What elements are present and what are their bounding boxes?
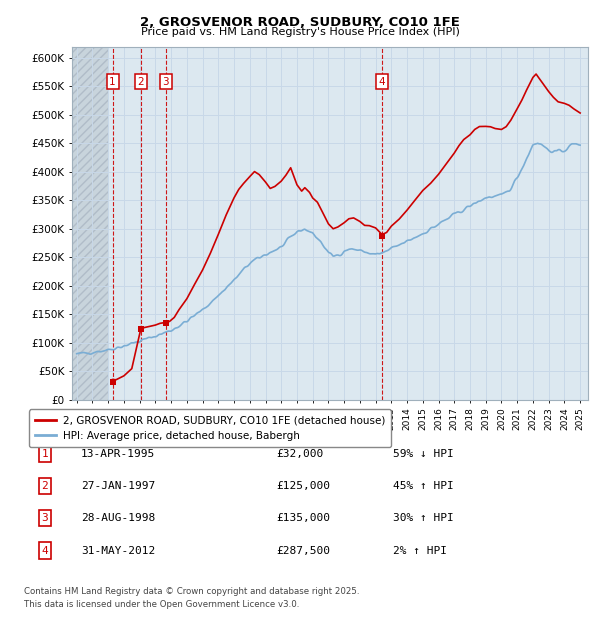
- Text: 1: 1: [109, 77, 116, 87]
- Text: £32,000: £32,000: [276, 449, 323, 459]
- Legend: 2, GROSVENOR ROAD, SUDBURY, CO10 1FE (detached house), HPI: Average price, detac: 2, GROSVENOR ROAD, SUDBURY, CO10 1FE (de…: [29, 409, 391, 447]
- Text: 28-AUG-1998: 28-AUG-1998: [81, 513, 155, 523]
- Text: Contains HM Land Registry data © Crown copyright and database right 2025.: Contains HM Land Registry data © Crown c…: [24, 587, 359, 596]
- Text: 3: 3: [41, 513, 49, 523]
- Text: 2, GROSVENOR ROAD, SUDBURY, CO10 1FE: 2, GROSVENOR ROAD, SUDBURY, CO10 1FE: [140, 16, 460, 29]
- Text: 31-MAY-2012: 31-MAY-2012: [81, 546, 155, 556]
- Text: 30% ↑ HPI: 30% ↑ HPI: [393, 513, 454, 523]
- Text: 2: 2: [137, 77, 144, 87]
- Text: 13-APR-1995: 13-APR-1995: [81, 449, 155, 459]
- Text: 27-JAN-1997: 27-JAN-1997: [81, 481, 155, 491]
- Text: This data is licensed under the Open Government Licence v3.0.: This data is licensed under the Open Gov…: [24, 600, 299, 609]
- Text: £135,000: £135,000: [276, 513, 330, 523]
- Text: £287,500: £287,500: [276, 546, 330, 556]
- Text: £125,000: £125,000: [276, 481, 330, 491]
- Text: 4: 4: [379, 77, 385, 87]
- Text: 2: 2: [41, 481, 49, 491]
- Bar: [72, 46, 108, 400]
- Text: 3: 3: [163, 77, 169, 87]
- Text: 59% ↓ HPI: 59% ↓ HPI: [393, 449, 454, 459]
- Text: 4: 4: [41, 546, 49, 556]
- Text: 2% ↑ HPI: 2% ↑ HPI: [393, 546, 447, 556]
- Text: 1: 1: [41, 449, 49, 459]
- Text: 45% ↑ HPI: 45% ↑ HPI: [393, 481, 454, 491]
- Text: Price paid vs. HM Land Registry's House Price Index (HPI): Price paid vs. HM Land Registry's House …: [140, 27, 460, 37]
